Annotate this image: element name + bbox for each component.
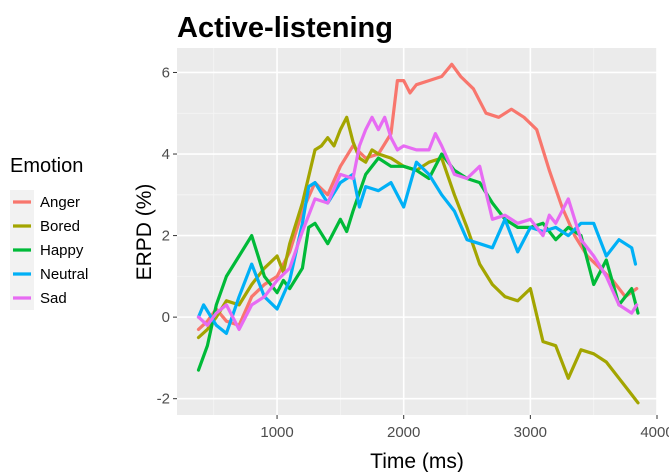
x-axis-title: Time (ms) bbox=[370, 450, 464, 472]
series-line-neutral bbox=[196, 160, 638, 335]
x-tick-label: 3000 bbox=[514, 424, 547, 441]
x-axis-ticks: 1000 2000 3000 4000 bbox=[260, 415, 669, 441]
legend-label-bored: Bored bbox=[40, 218, 80, 235]
y-tick-label: 2 bbox=[162, 228, 170, 245]
chart-title: Active-listening bbox=[177, 12, 393, 44]
legend-label-happy: Happy bbox=[40, 242, 84, 259]
major-gridlines bbox=[177, 48, 658, 415]
y-axis-title: ERPD (%) bbox=[133, 184, 156, 281]
y-tick-label: 6 bbox=[162, 64, 170, 81]
y-tick-label: -2 bbox=[157, 391, 170, 408]
series-line-bored bbox=[196, 115, 640, 405]
x-tick-label: 2000 bbox=[387, 424, 420, 441]
y-axis-ticks: -2 0 2 4 6 bbox=[157, 64, 177, 408]
legend-label-sad: Sad bbox=[40, 290, 67, 307]
x-tick-label: 1000 bbox=[260, 424, 293, 441]
x-tick-label: 4000 bbox=[640, 424, 669, 441]
series-line-sad bbox=[196, 115, 639, 331]
series-lines bbox=[196, 62, 640, 405]
legend-label-anger: Anger bbox=[40, 194, 80, 211]
legend: Emotion Anger Bored Happy Neutral Sad bbox=[10, 155, 88, 310]
legend-items: Anger Bored Happy Neutral Sad bbox=[10, 190, 88, 310]
y-tick-label: 4 bbox=[162, 146, 170, 163]
legend-label-neutral: Neutral bbox=[40, 266, 88, 283]
series-line-happy bbox=[196, 152, 640, 372]
plot-panel bbox=[177, 48, 657, 415]
legend-title: Emotion bbox=[10, 155, 83, 177]
y-tick-label: 0 bbox=[162, 309, 170, 326]
